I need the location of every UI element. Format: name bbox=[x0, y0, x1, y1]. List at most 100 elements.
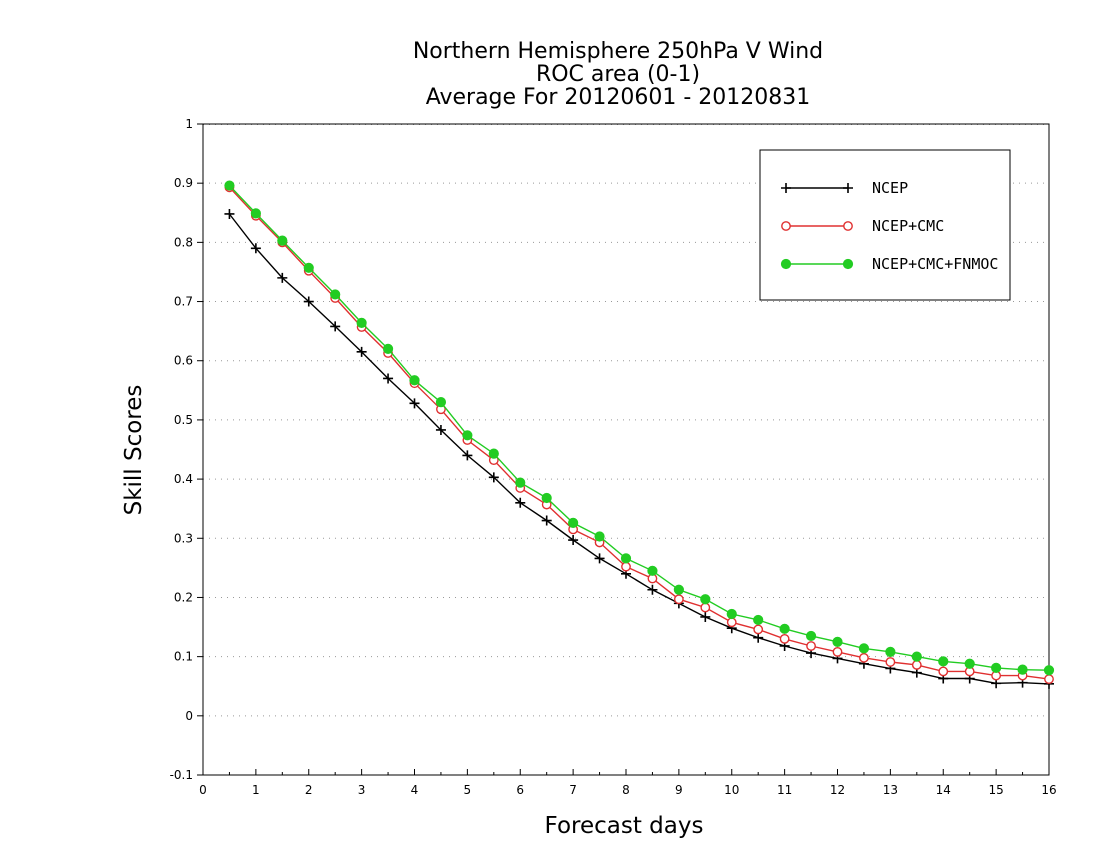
data-point bbox=[488, 472, 499, 483]
data-point bbox=[330, 321, 341, 332]
data-point bbox=[462, 430, 473, 441]
data-point bbox=[568, 535, 579, 546]
data-point bbox=[303, 296, 314, 307]
data-point bbox=[964, 658, 975, 669]
data-point bbox=[726, 608, 737, 620]
data-point bbox=[462, 450, 473, 461]
series-ncep bbox=[224, 208, 1054, 689]
legend: NCEP NCEP+CMC NCEP+CMC+FNMOC bbox=[759, 149, 1011, 301]
x-tick-label: 0 bbox=[199, 783, 207, 797]
data-point bbox=[594, 531, 605, 542]
chart-title-line-1: Northern Hemisphere 250hPa V Wind bbox=[413, 39, 823, 64]
data-point bbox=[620, 553, 632, 564]
data-point bbox=[753, 614, 764, 626]
x-tick-label: 7 bbox=[569, 783, 577, 797]
data-point bbox=[938, 656, 949, 667]
x-tick-label: 13 bbox=[883, 783, 898, 797]
data-point bbox=[843, 221, 853, 231]
data-point bbox=[647, 565, 658, 576]
x-tick-label: 10 bbox=[724, 783, 739, 797]
y-axis-label: Skill Scores bbox=[121, 385, 147, 516]
data-point bbox=[356, 317, 367, 328]
x-tick-label: 8 bbox=[622, 783, 630, 797]
data-point bbox=[435, 397, 447, 408]
data-point bbox=[488, 448, 499, 459]
y-tick-label: 0.1 bbox=[174, 650, 193, 664]
data-point bbox=[250, 243, 261, 254]
data-point bbox=[779, 633, 790, 644]
x-tick-label: 9 bbox=[675, 783, 683, 797]
x-tick-label: 6 bbox=[516, 783, 524, 797]
y-tick-label: 0.2 bbox=[174, 590, 193, 604]
data-point bbox=[647, 584, 658, 595]
data-point bbox=[781, 221, 791, 231]
legend-entry: NCEP+CMC bbox=[781, 217, 944, 235]
legend-entry: NCEP+CMC+FNMOC bbox=[780, 255, 998, 273]
data-point bbox=[515, 477, 526, 488]
chart-title-line-3: Average For 20120601 - 20120831 bbox=[426, 85, 811, 110]
data-point bbox=[700, 594, 711, 605]
data-point bbox=[700, 602, 711, 613]
legend-entry: NCEP bbox=[781, 179, 908, 197]
y-tick-label: 0 bbox=[185, 709, 193, 723]
data-point bbox=[806, 641, 816, 651]
data-point bbox=[250, 208, 261, 219]
data-point bbox=[435, 424, 446, 435]
data-point bbox=[541, 492, 552, 504]
data-point bbox=[224, 180, 235, 191]
data-point bbox=[991, 662, 1002, 673]
data-point bbox=[842, 258, 854, 270]
data-point bbox=[330, 289, 341, 300]
y-tick-label: 0.9 bbox=[174, 176, 193, 190]
data-point bbox=[673, 594, 684, 605]
y-tick-label: 0.5 bbox=[174, 413, 193, 427]
data-point bbox=[805, 630, 817, 642]
data-point bbox=[303, 262, 314, 273]
data-point bbox=[409, 398, 420, 409]
data-point bbox=[885, 657, 896, 667]
data-point bbox=[383, 373, 394, 384]
x-tick-label: 16 bbox=[1041, 783, 1056, 797]
y-axis-ticks: -0.1 0 0.1 0.2 0.3 0.4 0.5 0.6 0.7 0.8 0.9 1 bbox=[170, 117, 203, 782]
data-point bbox=[1017, 664, 1028, 675]
data-point bbox=[1043, 665, 1055, 676]
legend-box bbox=[759, 149, 1011, 301]
data-point bbox=[594, 553, 605, 564]
x-axis-label: Forecast days bbox=[545, 813, 704, 839]
data-point bbox=[277, 272, 288, 283]
data-point bbox=[911, 660, 922, 670]
x-tick-label: 11 bbox=[777, 783, 792, 797]
x-axis-ticks: 0 1 2 3 4 5 6 7 8 9 10 11 12 13 14 15 16 bbox=[199, 769, 1057, 797]
data-point bbox=[938, 666, 949, 677]
data-point bbox=[356, 346, 367, 357]
series-layer bbox=[224, 180, 1055, 689]
data-point bbox=[1044, 674, 1054, 685]
x-tick-label: 5 bbox=[464, 783, 472, 797]
data-point bbox=[858, 643, 870, 654]
x-tick-label: 15 bbox=[988, 783, 1003, 797]
data-point bbox=[515, 497, 526, 508]
x-tick-label: 4 bbox=[411, 783, 419, 797]
data-point bbox=[277, 235, 288, 246]
x-tick-label: 1 bbox=[252, 783, 260, 797]
y-tick-label: 0.6 bbox=[174, 354, 193, 368]
data-point bbox=[859, 652, 869, 663]
y-tick-label: 0.8 bbox=[174, 235, 193, 249]
y-tick-label: 1 bbox=[185, 117, 193, 131]
data-point bbox=[541, 515, 552, 526]
data-point bbox=[780, 258, 792, 270]
data-point bbox=[753, 632, 764, 643]
data-point bbox=[843, 183, 853, 193]
chart-title-line-2: ROC area (0-1) bbox=[536, 62, 700, 87]
legend-label: NCEP bbox=[872, 179, 908, 197]
data-point bbox=[382, 343, 394, 354]
series-ncep-cmc-fnmoc bbox=[224, 180, 1055, 676]
data-point bbox=[568, 517, 579, 528]
legend-label: NCEP+CMC+FNMOC bbox=[872, 255, 998, 273]
data-point bbox=[700, 611, 711, 622]
y-tick-label: 0.4 bbox=[174, 472, 193, 486]
chart-title: Northern Hemisphere 250hPa V Wind ROC ar… bbox=[413, 39, 823, 110]
x-tick-label: 12 bbox=[830, 783, 845, 797]
data-point bbox=[726, 617, 737, 628]
